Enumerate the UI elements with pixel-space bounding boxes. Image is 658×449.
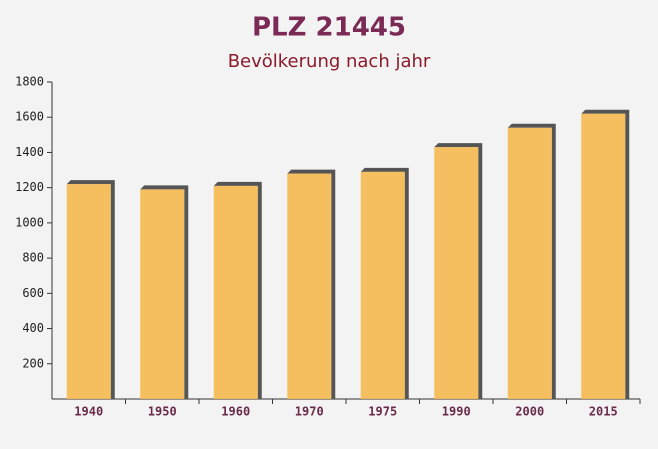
y-tick-label: 1000 xyxy=(15,215,44,229)
y-tick-label: 1600 xyxy=(15,110,44,124)
x-tick-label: 1950 xyxy=(148,405,177,419)
bar xyxy=(581,113,626,399)
x-tick-label: 2015 xyxy=(589,405,618,419)
x-tick-label: 1990 xyxy=(442,405,471,419)
y-tick-label: 800 xyxy=(22,251,44,265)
bar xyxy=(213,185,258,399)
x-tick-label: 1940 xyxy=(74,405,103,419)
y-tick-label: 1400 xyxy=(15,145,44,159)
y-tick-label: 1800 xyxy=(15,75,44,89)
x-tick-label: 1975 xyxy=(368,405,397,419)
chart-title: PLZ 21445 xyxy=(252,13,406,43)
bar xyxy=(66,184,111,399)
x-tick-label: 1960 xyxy=(221,405,250,419)
bar xyxy=(507,127,552,400)
chart-subtitle: Bevölkerung nach jahr xyxy=(228,51,431,72)
y-tick-label: 400 xyxy=(22,321,44,335)
y-tick-label: 1200 xyxy=(15,180,44,194)
bar xyxy=(434,147,479,399)
bar xyxy=(287,173,332,399)
bar xyxy=(360,171,405,399)
y-tick-label: 200 xyxy=(22,356,44,370)
x-tick-label: 2000 xyxy=(515,405,544,419)
y-tick-label: 600 xyxy=(22,286,44,300)
bar xyxy=(140,189,185,399)
x-tick-label: 1970 xyxy=(295,405,324,419)
